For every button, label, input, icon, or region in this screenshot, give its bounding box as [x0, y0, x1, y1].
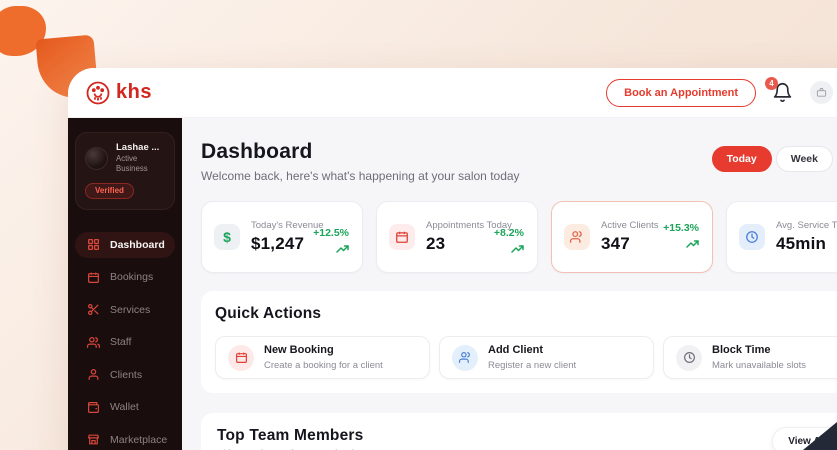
sidebar-item-wallet[interactable]: Wallet	[75, 394, 175, 420]
sidebar: Lashae ... Active Business Verified Dash…	[68, 118, 182, 450]
team-title: Top Team Members	[217, 427, 364, 444]
brand-logo[interactable]: khs	[86, 81, 152, 105]
main-content: Dashboard Welcome back, here's what's ha…	[182, 118, 837, 450]
action-title: Add Client	[488, 344, 543, 357]
scissors-icon	[87, 303, 100, 316]
page-title: Dashboard	[201, 140, 313, 163]
clock-icon	[739, 224, 765, 250]
stat-value: 23	[426, 234, 446, 254]
users-icon	[452, 344, 478, 371]
khs-face-icon	[86, 81, 110, 105]
sidebar-item-clients[interactable]: Clients	[75, 362, 175, 388]
stat-value: 347	[601, 234, 630, 254]
notifications-button[interactable]: 4	[765, 76, 794, 104]
range-toggle: Today Week	[711, 146, 833, 172]
dollar-icon: $	[214, 224, 240, 250]
stat-label: Avg. Service Time	[776, 219, 837, 231]
toggle-week-button[interactable]: Week	[775, 146, 833, 172]
business-profile-card[interactable]: Lashae ... Active Business Verified	[75, 132, 175, 210]
sidebar-item-marketplace[interactable]: Marketplace	[75, 427, 175, 450]
quick-actions-panel: Quick Actions New Booking Create a booki…	[201, 291, 837, 393]
action-subtitle: Create a booking for a client	[264, 359, 383, 371]
stat-card-appointments: Appointments Today 23 +8.2%	[376, 201, 538, 273]
users-icon	[87, 336, 100, 349]
action-subtitle: Mark unavailable slots	[712, 359, 806, 371]
page-subtitle: Welcome back, here's what's happening at…	[201, 169, 520, 183]
sidebar-item-label: Wallet	[110, 401, 139, 414]
book-appointment-button[interactable]: Book an Appointment	[606, 78, 756, 107]
app-window: khs Book an Appointment 4	[68, 68, 837, 450]
stat-change: +15.3%	[663, 222, 699, 248]
brand-name: khs	[116, 81, 152, 103]
sidebar-item-staff[interactable]: Staff	[75, 329, 175, 355]
stat-label: Today's Revenue	[251, 219, 324, 231]
stat-card-revenue: $ Today's Revenue $1,247 +12.5%	[201, 201, 363, 273]
business-name: Lashae ...	[116, 142, 160, 153]
team-panel: Top Team Members This month's performanc…	[201, 413, 837, 450]
users-icon	[564, 224, 590, 250]
sidebar-item-label: Dashboard	[110, 238, 165, 251]
toggle-today-button[interactable]: Today	[711, 146, 772, 172]
wallet-icon	[87, 401, 100, 414]
sidebar-item-dashboard[interactable]: Dashboard	[75, 231, 175, 258]
business-avatar	[85, 146, 108, 170]
quick-action-add-client[interactable]: Add Client Register a new client	[439, 336, 654, 379]
verified-badge: Verified	[85, 182, 134, 199]
stat-change: +8.2%	[494, 227, 524, 253]
sidebar-item-label: Clients	[110, 368, 143, 381]
topbar: khs Book an Appointment 4	[68, 68, 837, 118]
sidebar-item-label: Bookings	[110, 271, 154, 284]
trend-up-icon	[663, 238, 699, 248]
calendar-icon	[389, 224, 415, 250]
quick-action-new-booking[interactable]: New Booking Create a booking for a clien…	[215, 336, 430, 379]
stat-value: $1,247	[251, 234, 305, 254]
sidebar-nav: Dashboard Bookings	[75, 231, 175, 450]
stat-card-active-clients: Active Clients 347 +15.3%	[551, 201, 713, 273]
sidebar-item-bookings[interactable]: Bookings	[75, 264, 175, 290]
stat-label: Appointments Today	[426, 219, 512, 231]
business-type: Active Business	[116, 154, 148, 174]
trend-up-icon	[313, 243, 349, 253]
decor-dark-corner	[803, 422, 837, 450]
notification-count-badge: 4	[765, 76, 778, 90]
action-title: New Booking	[264, 344, 334, 357]
avatar	[810, 81, 833, 104]
sidebar-item-label: Marketplace	[110, 433, 168, 446]
stat-value: 45min	[776, 234, 827, 254]
grid-icon	[87, 238, 100, 251]
stat-change: +12.5%	[313, 227, 349, 253]
calendar-icon	[87, 271, 100, 284]
stat-card-service-time: Avg. Service Time 45min	[726, 201, 837, 273]
store-icon	[87, 433, 100, 446]
stats-row: $ Today's Revenue $1,247 +12.5%	[201, 201, 837, 273]
trend-up-icon	[494, 243, 524, 253]
sidebar-item-label: Services	[110, 303, 151, 316]
bell-icon	[772, 82, 794, 103]
user-icon	[87, 368, 100, 381]
user-menu[interactable]: Em	[810, 81, 837, 104]
clock-icon	[676, 344, 702, 371]
action-title: Block Time	[712, 344, 771, 357]
quick-actions-title: Quick Actions	[215, 305, 322, 322]
sidebar-item-services[interactable]: Services	[75, 297, 175, 323]
stat-label: Active Clients	[601, 219, 659, 231]
calendar-icon	[228, 344, 254, 371]
action-subtitle: Register a new client	[488, 359, 577, 371]
quick-action-block-time[interactable]: Block Time Mark unavailable slots	[663, 336, 837, 379]
sidebar-item-label: Staff	[110, 336, 132, 349]
